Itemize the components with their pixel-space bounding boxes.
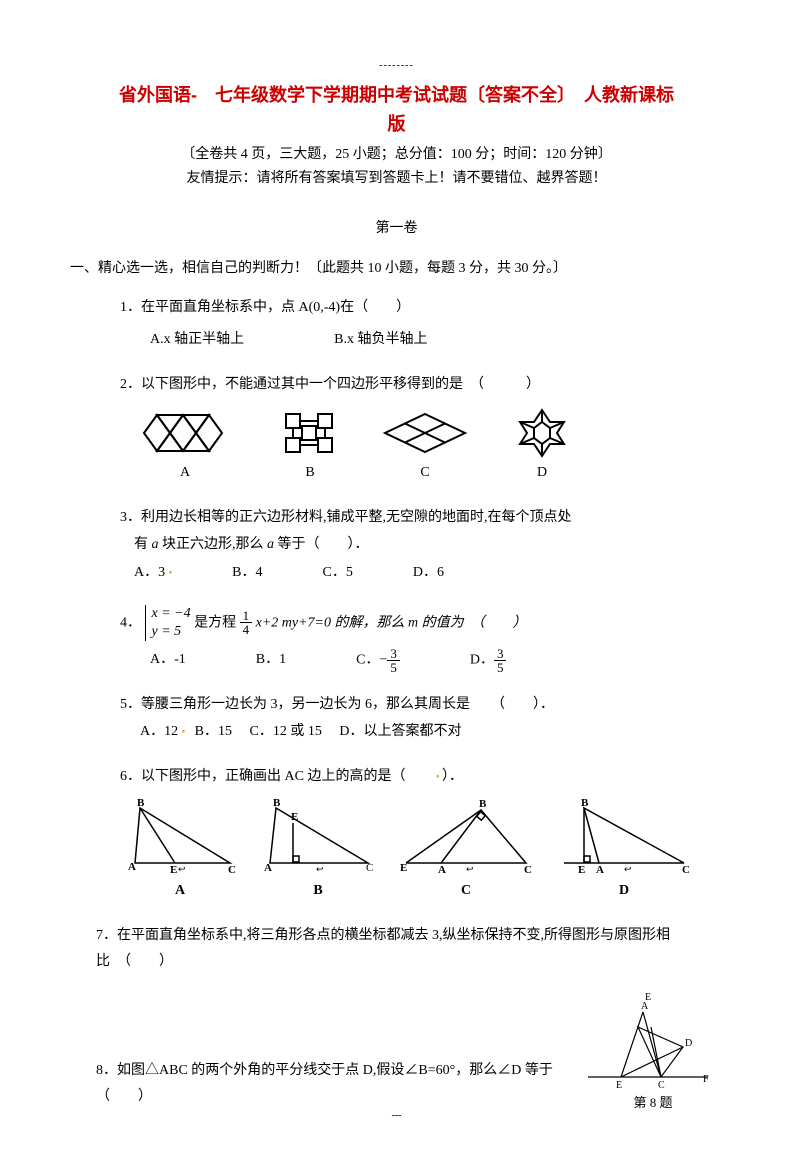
q8-figure: A D E C F E 第 8 题 <box>583 992 723 1111</box>
q1-stem: 1．在平面直角坐标系中，点 A(0,-4)在（ ） <box>120 295 723 322</box>
q2-label-d: D <box>510 460 574 487</box>
friendly-hint: 友情提示：请将所有答案填写到答题卡上！请不要错位、越界答题！ <box>70 167 723 187</box>
svg-text:↩: ↩ <box>178 864 186 874</box>
exam-title: 省外国语- 七年级数学下学期期中考试试题〔答案不全〕 人教新课标 版 <box>70 81 723 139</box>
diamonds-icon <box>130 410 240 456</box>
q3-opt-d: D．6 <box>413 560 444 587</box>
q2-label-a: A <box>130 460 240 487</box>
question-7: 7．在平面直角坐标系中,将三角形各点的横坐标都减去 3,纵坐标保持不变,所得图形… <box>96 923 723 976</box>
q4-opt-c: C．−35 <box>356 647 400 674</box>
part-a-heading: 一、精心选一选，相信自己的判断力！〔此题共 10 小题，每题 3 分，共 30 … <box>70 257 723 277</box>
svg-text:B: B <box>137 798 145 809</box>
q4-opt-b: B．1 <box>256 647 286 674</box>
title-line1: 省外国语- 七年级数学下学期期中考试试题〔答案不全〕 人教新课标 <box>70 81 723 110</box>
q1-opt-b: B.x 轴负半轴上 <box>334 327 427 354</box>
q5-opt-d: D．以上答案都不对 <box>339 724 461 739</box>
triangle-d-icon: B E A C ↩ <box>554 798 694 874</box>
q4-frac1: 14 <box>240 609 253 636</box>
q8-text: 8．如图△ABC 的两个外角的平分线交于点 D,假设∠B=60°，那么∠D 等于… <box>96 1058 583 1111</box>
q4-mid2: x+2 my+7=0 的解，那么 m 的值为 （ ） <box>256 615 527 630</box>
q2-fig-d: D <box>510 404 574 487</box>
q5-opt-b: B．15 <box>195 724 232 739</box>
svg-text:E: E <box>291 811 298 823</box>
svg-text:E: E <box>616 1080 622 1091</box>
q7-line1: 7．在平面直角坐标系中,将三角形各点的横坐标都减去 3,纵坐标保持不变,所得图形… <box>96 923 723 950</box>
question-2: 2．以下图形中，不能通过其中一个四边形平移得到的是 （ ） <box>120 372 723 487</box>
q4-mid1: 是方程 <box>194 615 240 630</box>
q3-opt-c: C．5 <box>323 560 353 587</box>
svg-text:E: E <box>400 862 407 874</box>
q6-fig-c: B E A C ↩ C <box>396 798 536 905</box>
exam-subtitle: 〔全卷共 4 页，三大题，25 小题；总分值：100 分；时间：120 分钟〕 <box>70 143 723 163</box>
q6-label-c: C <box>396 878 536 905</box>
q3-line2: 有 a 块正六边形,那么 a 等于（ ）． <box>134 537 369 552</box>
svg-text:A: A <box>128 861 136 873</box>
question-4: 4． x = −4 y = 5 是方程 14 x+2 my+7=0 的解，那么 … <box>120 605 723 675</box>
q2-fig-c: C <box>380 410 470 487</box>
svg-text:D: D <box>685 1038 692 1049</box>
triangle-b-icon: B E A C ↩ <box>258 798 378 874</box>
q7-line2: 比 （ ） <box>96 949 723 976</box>
svg-text:↩: ↩ <box>624 864 632 874</box>
svg-text:C: C <box>658 1080 665 1091</box>
q6-label-a: A <box>120 878 240 905</box>
question-3: 3．利用边长相等的正六边形材料,铺成平整,无空隙的地面时,在每个顶点处 有 a … <box>120 505 723 587</box>
top-dash: -------- <box>70 60 723 71</box>
cross-squares-icon <box>280 410 340 456</box>
triangle-a-icon: B A E C ↩ <box>120 798 240 874</box>
svg-text:A: A <box>596 864 604 874</box>
question-5: 5．等腰三角形一边长为 3，另一边长为 6，那么其周长是 （ ）． A．12 ▪… <box>120 692 723 745</box>
q4-opt-a: A．-1 <box>150 647 186 674</box>
svg-text:B: B <box>273 798 281 809</box>
q6-stem: 6．以下图形中，正确画出 AC 边上的高的是（ ▪ ）． <box>120 764 723 791</box>
rhombus-grid-icon <box>380 410 470 456</box>
q3-line1: 3．利用边长相等的正六边形材料,铺成平整,无空隙的地面时,在每个顶点处 <box>120 505 723 532</box>
svg-text:B: B <box>479 798 487 810</box>
q6-label-b: B <box>258 878 378 905</box>
q2-stem: 2．以下图形中，不能通过其中一个四边形平移得到的是 （ ） <box>120 372 723 399</box>
q3-opt-b: B．4 <box>232 560 262 587</box>
q6-label-d: D <box>554 878 694 905</box>
svg-text:B: B <box>581 798 589 809</box>
q3-opt-a: A．3 ▪ <box>134 560 172 587</box>
q2-label-b: B <box>280 460 340 487</box>
q4-case: x = −4 y = 5 <box>145 605 191 641</box>
q5-opt-c: C．12 或 15 <box>250 724 322 739</box>
svg-text:F: F <box>703 1074 709 1085</box>
svg-text:A: A <box>264 862 272 874</box>
question-1: 1．在平面直角坐标系中，点 A(0,-4)在（ ） A.x 轴正半轴上 B.x … <box>120 295 723 354</box>
triangle-c-icon: B E A C ↩ <box>396 798 536 874</box>
question-6: 6．以下图形中，正确画出 AC 边上的高的是（ ▪ ）． B A E C ↩ A <box>120 764 723 905</box>
q4-opt-d: D．35 <box>470 647 507 674</box>
section-1-label: 第一卷 <box>70 217 723 237</box>
svg-text:↩: ↩ <box>316 864 324 874</box>
q2-fig-b: B <box>280 410 340 487</box>
svg-text:A: A <box>438 864 446 874</box>
q5-opt-a: A．12 <box>140 724 178 739</box>
svg-text:C: C <box>366 862 373 874</box>
svg-text:↩: ↩ <box>466 864 474 874</box>
q8-caption: 第 8 题 <box>583 1092 723 1111</box>
q8-diagram-icon: A D E C F E <box>583 992 713 1092</box>
svg-text:E: E <box>578 864 585 874</box>
q6-fig-a: B A E C ↩ A <box>120 798 240 905</box>
title-line2: 版 <box>70 110 723 139</box>
svg-text:C: C <box>682 864 690 874</box>
q6-fig-b: B E A C ↩ B <box>258 798 378 905</box>
svg-text:C: C <box>228 864 236 874</box>
bottom-dash: --- <box>0 1110 793 1121</box>
q4-num: 4． <box>120 615 141 630</box>
q1-opt-a: A.x 轴正半轴上 <box>150 327 244 354</box>
q5-stem: 5．等腰三角形一边长为 3，另一边长为 6，那么其周长是 （ ）． <box>120 692 723 719</box>
svg-text:E: E <box>645 992 651 1003</box>
star-hex-icon <box>510 404 574 462</box>
svg-text:C: C <box>524 864 532 874</box>
q2-label-c: C <box>380 460 470 487</box>
q2-fig-a: A <box>130 410 240 487</box>
svg-text:E: E <box>170 864 177 874</box>
q6-fig-d: B E A C ↩ D <box>554 798 694 905</box>
question-8: 8．如图△ABC 的两个外角的平分线交于点 D,假设∠B=60°，那么∠D 等于… <box>70 992 723 1111</box>
